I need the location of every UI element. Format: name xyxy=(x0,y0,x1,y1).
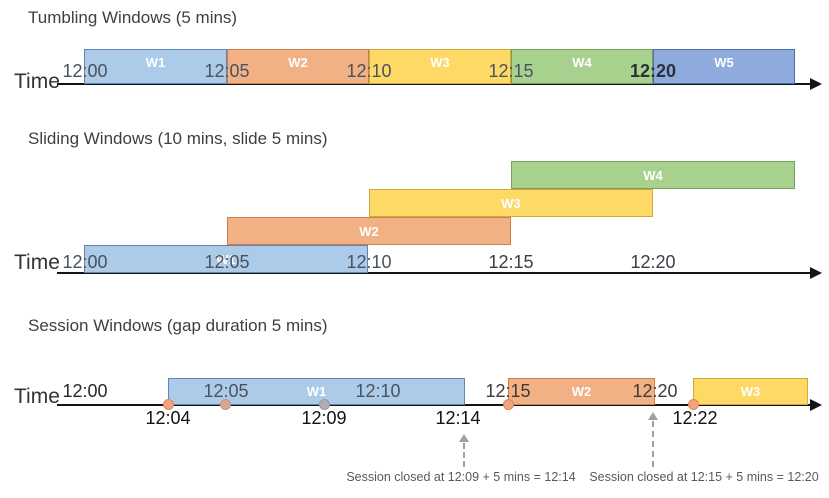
window-label: W5 xyxy=(714,55,734,70)
tumbling-timeline-arrow-icon xyxy=(810,78,822,90)
sliding-window-w2: W2 xyxy=(227,217,511,245)
event-time-1222: 12:22 xyxy=(672,408,718,428)
session-timeline-arrow-icon xyxy=(810,399,822,411)
event-dot-1204 xyxy=(163,399,174,410)
event-dot-1222 xyxy=(688,399,699,410)
window-label: W1 xyxy=(306,384,327,399)
up-arrow-icon xyxy=(459,434,469,442)
window-label: W2 xyxy=(288,55,308,70)
tumbling-tick-1205: 12:05 xyxy=(204,61,250,81)
tumbling-tick-1200: 12:00 xyxy=(62,61,108,81)
sliding-time-axis-label: Time xyxy=(14,251,60,274)
tumbling-section-title: Tumbling Windows (5 mins) xyxy=(28,8,238,27)
sliding-timeline-arrow-icon xyxy=(810,267,822,279)
tumbling-window-w2: W2 xyxy=(227,49,369,84)
event-dot-1209 xyxy=(319,399,330,410)
window-label: W2 xyxy=(571,384,592,399)
window-label: W1 xyxy=(145,55,166,70)
sliding-tick-1215: 12:15 xyxy=(488,252,534,272)
sliding-tick-1220: 12:20 xyxy=(630,252,676,272)
event-time-1214: 12:14 xyxy=(435,408,481,428)
session-window-w3: W3 xyxy=(693,378,808,405)
window-label: W4 xyxy=(572,55,592,70)
event-time-1209: 12:09 xyxy=(301,408,347,428)
tumbling-time-axis-label: Time xyxy=(14,70,60,93)
session-close-annotation-1: Session closed at 12:09 + 5 mins = 12:14 xyxy=(346,470,576,484)
dashed-pointer-1214 xyxy=(463,443,465,467)
event-dot-1215 xyxy=(503,399,514,410)
tumbling-window-w3: W3 xyxy=(369,49,511,84)
event-time-1204: 12:04 xyxy=(145,408,191,428)
sliding-section-title: Sliding Windows (10 mins, slide 5 mins) xyxy=(28,129,328,148)
sliding-window-w4: W4 xyxy=(511,161,795,189)
session-tick-1215: 12:15 xyxy=(485,381,531,401)
tumbling-window-w1: W1 xyxy=(84,49,227,84)
tumbling-tick-1210: 12:10 xyxy=(346,61,392,81)
sliding-tick-1205: 12:05 xyxy=(204,252,250,272)
window-label: W3 xyxy=(430,55,450,70)
window-label: W3 xyxy=(501,195,521,211)
tumbling-timeline xyxy=(57,83,813,85)
tumbling-tick-1220: 12:20 xyxy=(629,61,677,81)
window-label: W2 xyxy=(359,223,379,239)
session-tick-1200: 12:00 xyxy=(62,381,108,401)
session-tick-1205: 12:05 xyxy=(203,381,249,401)
session-timeline xyxy=(57,404,813,406)
session-window-w2: W2 xyxy=(508,378,655,405)
up-arrow-icon xyxy=(648,412,658,420)
tumbling-window-w4: W4 xyxy=(511,49,653,84)
session-tick-1210: 12:10 xyxy=(355,381,401,401)
dashed-pointer-1220 xyxy=(652,421,654,467)
sliding-window-w1: W1 xyxy=(84,245,368,273)
session-close-annotation-2: Session closed at 12:15 + 5 mins = 12:20 xyxy=(589,470,819,484)
tumbling-window-w5: W5 xyxy=(653,49,795,84)
sliding-tick-1210: 12:10 xyxy=(346,252,392,272)
session-window-w1: W1 xyxy=(168,378,465,405)
sliding-tick-1200: 12:00 xyxy=(62,252,108,272)
window-label: W4 xyxy=(643,167,663,183)
sliding-timeline xyxy=(57,272,813,274)
session-time-axis-label: Time xyxy=(14,385,60,408)
sliding-window-w3: W3 xyxy=(369,189,653,217)
session-section-title: Session Windows (gap duration 5 mins) xyxy=(28,316,328,335)
tumbling-tick-1215: 12:15 xyxy=(488,61,534,81)
window-label: W1 xyxy=(216,251,236,267)
window-label: W3 xyxy=(740,384,761,399)
session-tick-1220: 12:20 xyxy=(632,381,678,401)
event-dot-1206 xyxy=(220,399,231,410)
